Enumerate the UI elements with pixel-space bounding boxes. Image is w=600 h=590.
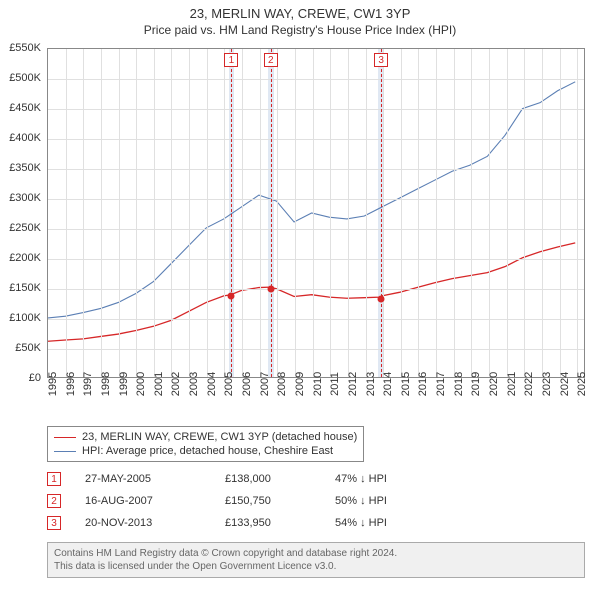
chart-subtitle: Price paid vs. HM Land Registry's House …	[0, 23, 600, 37]
footer-attribution: Contains HM Land Registry data © Crown c…	[47, 542, 585, 578]
legend-label: 23, MERLIN WAY, CREWE, CW1 3YP (detached…	[82, 431, 357, 443]
y-tick-label: £250K	[9, 222, 41, 234]
chart-container: 23, MERLIN WAY, CREWE, CW1 3YP Price pai…	[0, 0, 600, 590]
y-tick-label: £450K	[9, 102, 41, 114]
x-tick-label: 2008	[276, 372, 288, 396]
x-tick-label: 2010	[312, 372, 324, 396]
sales-row: 2 16-AUG-2007£150,75050% ↓ HPI	[47, 490, 425, 512]
y-axis: £0£50K£100K£150K£200K£250K£300K£350K£400…	[0, 48, 45, 378]
series-svg	[48, 49, 584, 377]
legend-swatch	[54, 437, 76, 438]
sales-table: 1 27-MAY-2005£138,00047% ↓ HPI 2 16-AUG-200…	[47, 468, 425, 534]
legend-label: HPI: Average price, detached house, Ches…	[82, 445, 333, 457]
x-tick-label: 2006	[241, 372, 253, 396]
x-tick-label: 2023	[541, 372, 553, 396]
x-tick-label: 2021	[506, 372, 518, 396]
x-axis: 1995199619971998199920002001200220032004…	[47, 380, 585, 422]
x-tick-label: 2007	[259, 372, 271, 396]
sales-marker-icon: 2	[47, 494, 61, 508]
x-tick-label: 2013	[365, 372, 377, 396]
y-tick-label: £0	[29, 372, 41, 384]
x-tick-label: 1999	[118, 372, 130, 396]
sale-marker: 1	[224, 53, 238, 67]
footer-line-2: This data is licensed under the Open Gov…	[54, 560, 578, 573]
sales-marker-icon: 3	[47, 516, 61, 530]
sales-price: £133,950	[225, 517, 335, 529]
chart-title: 23, MERLIN WAY, CREWE, CW1 3YP	[0, 6, 600, 21]
sale-marker: 2	[264, 53, 278, 67]
sale-vline	[271, 49, 272, 377]
x-tick-label: 2019	[470, 372, 482, 396]
x-tick-label: 2020	[488, 372, 500, 396]
x-tick-label: 2005	[223, 372, 235, 396]
y-tick-label: £150K	[9, 282, 41, 294]
sale-point	[378, 295, 385, 302]
sales-marker-icon: 1	[47, 472, 61, 486]
x-tick-label: 2003	[188, 372, 200, 396]
sales-pct: 47% ↓ HPI	[335, 473, 425, 485]
x-tick-label: 2012	[347, 372, 359, 396]
x-tick-label: 2004	[206, 372, 218, 396]
x-tick-label: 2017	[435, 372, 447, 396]
sale-point	[267, 285, 274, 292]
y-tick-label: £400K	[9, 132, 41, 144]
sales-price: £150,750	[225, 495, 335, 507]
x-tick-label: 2025	[576, 372, 588, 396]
legend-row: 23, MERLIN WAY, CREWE, CW1 3YP (detached…	[54, 430, 357, 444]
y-tick-label: £300K	[9, 192, 41, 204]
y-tick-label: £550K	[9, 42, 41, 54]
title-block: 23, MERLIN WAY, CREWE, CW1 3YP Price pai…	[0, 0, 600, 39]
sales-row: 3 20-NOV-2013£133,95054% ↓ HPI	[47, 512, 425, 534]
sale-marker: 3	[374, 53, 388, 67]
sales-date: 27-MAY-2005	[85, 473, 225, 485]
sales-row: 1 27-MAY-2005£138,00047% ↓ HPI	[47, 468, 425, 490]
y-tick-label: £200K	[9, 252, 41, 264]
sales-date: 16-AUG-2007	[85, 495, 225, 507]
x-tick-label: 1996	[65, 372, 77, 396]
x-tick-label: 2001	[153, 372, 165, 396]
sale-vline	[231, 49, 232, 377]
x-tick-label: 2018	[453, 372, 465, 396]
sales-date: 20-NOV-2013	[85, 517, 225, 529]
y-tick-label: £100K	[9, 312, 41, 324]
x-tick-label: 2000	[135, 372, 147, 396]
x-tick-label: 1998	[100, 372, 112, 396]
x-tick-label: 2014	[382, 372, 394, 396]
sales-price: £138,000	[225, 473, 335, 485]
sale-point	[228, 293, 235, 300]
x-tick-label: 2022	[523, 372, 535, 396]
legend: 23, MERLIN WAY, CREWE, CW1 3YP (detached…	[47, 426, 364, 462]
x-tick-label: 2016	[417, 372, 429, 396]
x-tick-label: 1995	[47, 372, 59, 396]
sale-vline	[381, 49, 382, 377]
y-tick-label: £350K	[9, 162, 41, 174]
x-tick-label: 2009	[294, 372, 306, 396]
footer-line-1: Contains HM Land Registry data © Crown c…	[54, 547, 578, 560]
x-tick-label: 2015	[400, 372, 412, 396]
x-tick-label: 2024	[559, 372, 571, 396]
x-tick-label: 1997	[82, 372, 94, 396]
legend-swatch	[54, 451, 76, 452]
y-tick-label: £50K	[15, 342, 41, 354]
x-tick-label: 2002	[170, 372, 182, 396]
legend-row: HPI: Average price, detached house, Ches…	[54, 444, 357, 458]
sales-pct: 54% ↓ HPI	[335, 517, 425, 529]
sales-pct: 50% ↓ HPI	[335, 495, 425, 507]
x-tick-label: 2011	[329, 372, 341, 396]
plot-area: 1 2 3	[47, 48, 585, 378]
y-tick-label: £500K	[9, 72, 41, 84]
